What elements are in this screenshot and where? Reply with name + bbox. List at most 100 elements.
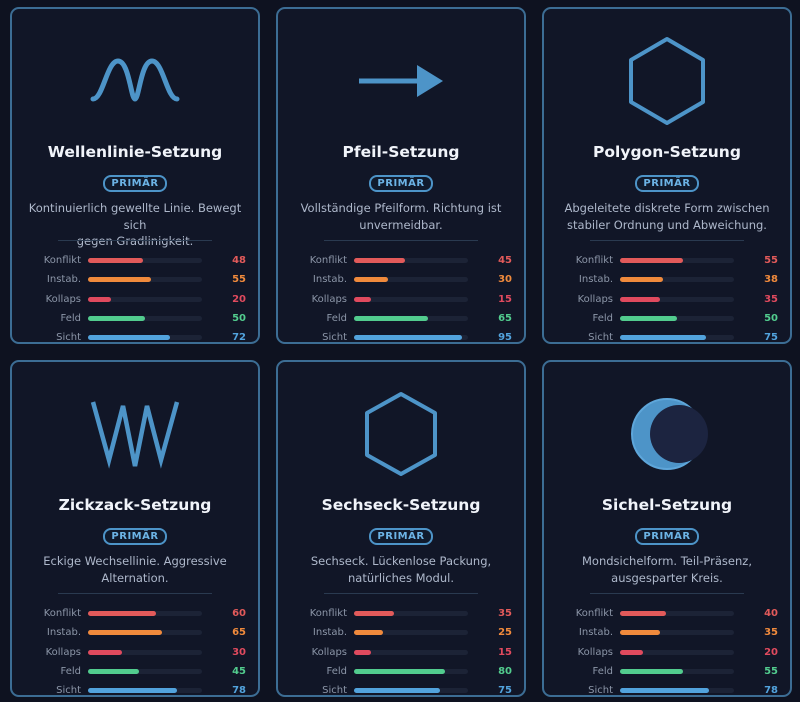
stat-bar-fill	[88, 258, 143, 264]
stat-bar-fill	[88, 630, 163, 636]
card-title: Zickzack-Setzung	[58, 496, 212, 514]
stat-bar-fill	[354, 335, 463, 341]
stat-value: 25	[498, 627, 512, 639]
stat-bar-fill	[88, 316, 145, 322]
stat-bar-fill	[88, 277, 151, 283]
card-description: Abgeleitete diskrete Form zwischen stabi…	[564, 201, 770, 232]
card-wellenlinie[interactable]: Wellenlinie-Setzung PRIMÄR Kontinuierlic…	[10, 7, 260, 344]
primary-badge: PRIMÄR	[635, 175, 699, 192]
stat-label: Konflikt	[575, 608, 613, 620]
hexagon-outline-icon	[544, 31, 790, 131]
stat-bar-fill	[620, 688, 709, 694]
stat-bar-track	[354, 316, 468, 322]
primary-badge: PRIMÄR	[369, 175, 433, 192]
stat-bar-fill	[620, 258, 683, 264]
stat-value: 45	[498, 255, 512, 267]
crescent-moon-icon	[544, 384, 790, 484]
stat-bar-fill	[354, 630, 383, 636]
card-title: Polygon-Setzung	[593, 143, 741, 161]
stat-bar-fill	[354, 649, 372, 655]
card-title: Wellenlinie-Setzung	[47, 143, 223, 161]
stat-bar-fill	[354, 296, 372, 302]
stat-row-instab: Instab. 65	[12, 623, 258, 642]
stat-label: Konflikt	[575, 255, 613, 267]
stat-label: Kollaps	[45, 646, 81, 658]
hexagon-flat-icon	[278, 384, 524, 484]
stat-row-kollaps: Kollaps 35	[544, 290, 790, 309]
stats-list: Konflikt 55 Instab. 38 Kollaps 35 Feld 50 Sicht 7…	[544, 251, 790, 347]
stat-label: Kollaps	[45, 293, 81, 305]
card-pfeil[interactable]: Pfeil-Setzung PRIMÄR Vollständige Pfeilf…	[276, 7, 526, 344]
stat-bar-fill	[354, 688, 440, 694]
stat-row-feld: Feld 55	[544, 662, 790, 681]
stat-label: Sicht	[588, 332, 613, 344]
stat-bar-track	[88, 630, 202, 636]
stat-label: Sicht	[322, 332, 347, 344]
stat-bar-track	[354, 277, 468, 283]
stat-bar-track	[620, 669, 734, 675]
stat-bar-track	[88, 277, 202, 283]
stat-value: 65	[232, 627, 246, 639]
stat-row-konflikt: Konflikt 48	[12, 251, 258, 270]
stat-row-feld: Feld 50	[12, 309, 258, 328]
stat-value: 35	[764, 293, 778, 305]
stat-label: Kollaps	[577, 293, 613, 305]
card-sechseck[interactable]: Sechseck-Setzung PRIMÄR Sechseck. Lücken…	[276, 360, 526, 697]
stat-row-sicht: Sicht 72	[12, 328, 258, 347]
stat-value: 30	[232, 646, 246, 658]
card-title: Pfeil-Setzung	[342, 143, 460, 161]
stat-bar-track	[354, 649, 468, 655]
stat-bar-fill	[620, 630, 660, 636]
stat-row-instab: Instab. 35	[544, 623, 790, 642]
stat-bar-fill	[620, 669, 683, 675]
card-sichel[interactable]: Sichel-Setzung PRIMÄR Mondsichelform. Te…	[542, 360, 792, 697]
primary-badge: PRIMÄR	[103, 175, 167, 192]
stat-bar-track	[354, 258, 468, 264]
stat-label: Instab.	[578, 627, 613, 639]
stat-bar-track	[88, 669, 202, 675]
card-zickzack[interactable]: Zickzack-Setzung PRIMÄR Eckige Wechselli…	[10, 360, 260, 697]
stat-bar-track	[620, 630, 734, 636]
stat-value: 80	[498, 666, 512, 678]
stat-bar-track	[88, 296, 202, 302]
card-polygon[interactable]: Polygon-Setzung PRIMÄR Abgeleitete diskr…	[542, 7, 792, 344]
stat-bar-track	[88, 258, 202, 264]
stat-bar-fill	[620, 277, 664, 283]
card-description: Sechseck. Lückenlose Packung, natürliche…	[310, 554, 492, 585]
stat-bar-track	[354, 335, 468, 341]
stat-value: 15	[498, 293, 512, 305]
stat-label: Sicht	[56, 332, 81, 344]
stat-row-instab: Instab. 55	[12, 270, 258, 289]
stat-label: Feld	[60, 313, 81, 325]
stat-value: 45	[232, 666, 246, 678]
card-title: Sechseck-Setzung	[321, 496, 481, 514]
stat-value: 50	[232, 313, 246, 325]
stat-row-kollaps: Kollaps 20	[12, 290, 258, 309]
stat-bar-fill	[88, 688, 177, 694]
stat-value: 78	[232, 685, 246, 697]
stat-bar-fill	[354, 669, 446, 675]
stat-bar-fill	[620, 335, 706, 341]
stat-bar-track	[620, 316, 734, 322]
stat-bar-track	[88, 611, 202, 617]
stat-bar-track	[620, 649, 734, 655]
stat-bar-track	[88, 649, 202, 655]
stat-row-kollaps: Kollaps 20	[544, 643, 790, 662]
stat-row-sicht: Sicht 78	[12, 681, 258, 700]
card-description: Mondsichelform. Teil-Präsenz, ausgespart…	[582, 554, 752, 585]
primary-badge: PRIMÄR	[635, 528, 699, 545]
stat-value: 30	[498, 274, 512, 286]
stat-label: Sicht	[322, 685, 347, 697]
stat-bar-fill	[88, 611, 157, 617]
stat-bar-fill	[354, 611, 394, 617]
stat-label: Instab.	[578, 274, 613, 286]
stat-label: Konflikt	[43, 255, 81, 267]
primary-badge: PRIMÄR	[369, 528, 433, 545]
stat-value: 40	[764, 608, 778, 620]
stat-label: Feld	[592, 666, 613, 678]
stat-value: 50	[764, 313, 778, 325]
stat-value: 48	[232, 255, 246, 267]
stat-label: Sicht	[56, 685, 81, 697]
stat-value: 38	[764, 274, 778, 286]
stats-list: Konflikt 45 Instab. 30 Kollaps 15 Feld 65 Sicht 9…	[278, 251, 524, 347]
